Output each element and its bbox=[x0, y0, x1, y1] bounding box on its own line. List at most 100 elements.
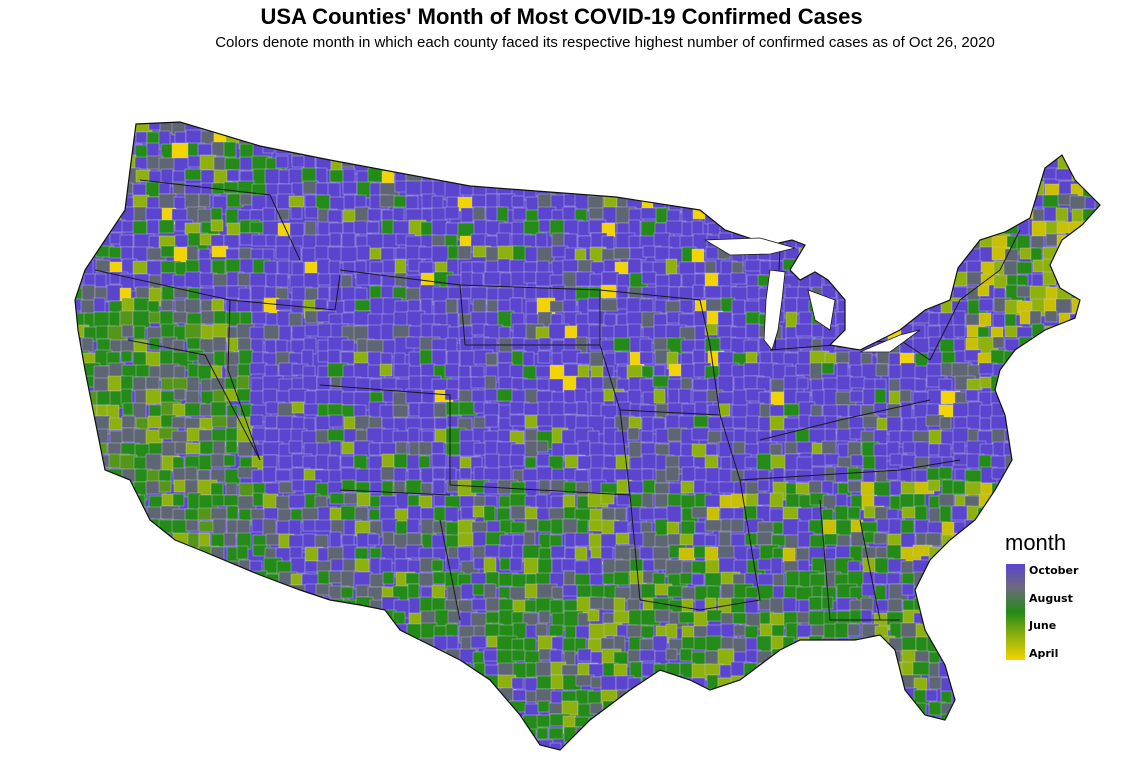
county-cell bbox=[965, 219, 987, 236]
county-cell bbox=[863, 650, 877, 667]
county-cell bbox=[628, 128, 647, 144]
county-cell bbox=[75, 572, 82, 592]
county-cell bbox=[1084, 688, 1099, 705]
county-cell bbox=[756, 675, 773, 693]
county-cell bbox=[75, 638, 91, 654]
county-cell bbox=[75, 534, 84, 547]
county-cell bbox=[577, 648, 592, 662]
county-cell bbox=[615, 742, 630, 750]
county-cell bbox=[914, 441, 930, 459]
county-cell bbox=[1083, 700, 1097, 720]
county-cell bbox=[1019, 482, 1039, 500]
county-cell bbox=[953, 650, 968, 668]
county-cell bbox=[666, 727, 688, 742]
county-cell bbox=[367, 208, 382, 222]
county-cell bbox=[770, 429, 789, 443]
county-cell bbox=[485, 144, 507, 162]
county-cell bbox=[158, 219, 175, 234]
county-cell bbox=[902, 702, 918, 720]
county-cell bbox=[925, 532, 942, 547]
county-cell bbox=[718, 700, 731, 720]
county-cell bbox=[888, 206, 905, 224]
county-cell bbox=[965, 169, 980, 188]
county-cell bbox=[1083, 427, 1100, 446]
county-cell bbox=[875, 677, 888, 692]
county-cell bbox=[184, 222, 201, 235]
county-cell bbox=[1094, 507, 1100, 525]
county-cell bbox=[329, 609, 351, 627]
county-cell bbox=[980, 596, 996, 615]
county-cell bbox=[369, 573, 385, 588]
county-cell bbox=[172, 585, 188, 598]
county-cell bbox=[977, 284, 990, 297]
county-cell bbox=[210, 207, 223, 221]
county-cell bbox=[420, 728, 438, 741]
county-cell bbox=[887, 598, 903, 613]
county-cell bbox=[1082, 181, 1100, 199]
county-cell bbox=[953, 754, 970, 765]
county-cell bbox=[82, 689, 98, 709]
county-cell bbox=[472, 690, 485, 708]
county-cell bbox=[340, 586, 354, 599]
county-cell bbox=[172, 612, 192, 625]
county-cell bbox=[863, 300, 882, 313]
county-cell bbox=[1071, 689, 1090, 707]
county-cell bbox=[653, 756, 673, 765]
county-cell bbox=[210, 728, 231, 748]
county-cell bbox=[342, 661, 364, 679]
county-cell bbox=[888, 690, 906, 703]
county-cell bbox=[264, 428, 280, 443]
county-cell bbox=[783, 388, 798, 405]
county-cell bbox=[447, 286, 462, 300]
county-cell bbox=[174, 648, 194, 661]
county-mosaic bbox=[75, 122, 1100, 765]
county-cell bbox=[966, 557, 981, 571]
county-cell bbox=[211, 122, 225, 132]
county-cell bbox=[1056, 234, 1071, 252]
county-cell bbox=[472, 206, 486, 223]
county-cell bbox=[522, 468, 540, 482]
county-cell bbox=[627, 181, 642, 198]
county-cell bbox=[393, 703, 410, 722]
county-cell bbox=[808, 677, 824, 691]
county-cell bbox=[1095, 220, 1100, 236]
county-cell bbox=[756, 154, 776, 167]
county-cell bbox=[563, 742, 583, 750]
county-cell bbox=[355, 661, 368, 675]
county-cell bbox=[810, 651, 827, 667]
county-cell bbox=[108, 584, 122, 600]
county-cell bbox=[96, 195, 117, 212]
county-cell bbox=[380, 323, 395, 341]
county-cell bbox=[460, 688, 477, 708]
county-cell bbox=[849, 247, 863, 264]
county-cell bbox=[692, 130, 714, 146]
county-cell bbox=[666, 505, 682, 524]
county-cell bbox=[1068, 232, 1089, 245]
county-cell bbox=[512, 168, 529, 187]
us-outline bbox=[74, 121, 1101, 751]
county-cell bbox=[927, 612, 940, 630]
county-cell bbox=[432, 715, 449, 729]
county-cell bbox=[901, 742, 918, 750]
county-cell bbox=[863, 194, 885, 214]
county-cell bbox=[132, 573, 145, 589]
county-cell bbox=[1018, 336, 1039, 349]
county-cell bbox=[849, 284, 871, 299]
county-cell bbox=[263, 689, 279, 702]
county-cell bbox=[783, 403, 802, 417]
county-cell bbox=[743, 662, 758, 680]
county-cell bbox=[1056, 337, 1070, 356]
county-cell bbox=[1084, 336, 1100, 349]
county-cell bbox=[315, 609, 331, 628]
county-cell bbox=[1084, 440, 1100, 459]
county-cell bbox=[457, 245, 472, 260]
county-cell bbox=[340, 129, 354, 143]
county-cell bbox=[1095, 260, 1100, 278]
county-cell bbox=[1032, 376, 1049, 393]
county-cell bbox=[523, 557, 539, 575]
county-cell bbox=[1082, 364, 1098, 383]
county-cell bbox=[939, 259, 953, 275]
county-cell bbox=[95, 677, 111, 693]
county-cell bbox=[1032, 427, 1049, 442]
county-cell bbox=[251, 469, 264, 485]
